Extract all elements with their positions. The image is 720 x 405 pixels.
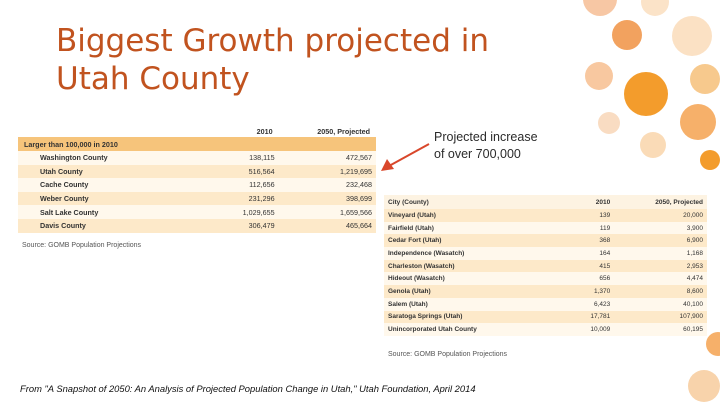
city-name: Genola (Utah) — [384, 285, 542, 298]
value-2010: 1,370 — [541, 285, 615, 298]
county-name: Cache County — [18, 178, 200, 192]
county-name: Weber County — [18, 191, 200, 206]
table-row: Salem (Utah) 6,423 40,100 — [384, 297, 707, 311]
value-2010: 112,656 — [199, 178, 279, 192]
county-name: Davis County — [18, 218, 200, 233]
callout-text: Projected increase of over 700,000 — [434, 129, 538, 163]
value-2010: 138,115 — [199, 151, 279, 165]
table-row: Cedar Fort (Utah) 368 6,900 — [384, 234, 707, 248]
city-name: Independence (Wasatch) — [384, 247, 542, 260]
callout-line-2: of over 700,000 — [434, 147, 521, 161]
value-2050: 107,900 — [614, 310, 707, 324]
value-2050: 1,659,566 — [278, 205, 376, 219]
table-row: Cache County 112,656 232,468 — [18, 178, 376, 192]
city-name: Saratoga Springs (Utah) — [384, 310, 542, 324]
value-2010: 139 — [541, 209, 615, 222]
table1-source: Source: GOMB Population Projections — [22, 242, 142, 249]
county-name: Washington County — [18, 151, 200, 165]
value-2050: 472,567 — [278, 151, 376, 165]
city-name: Vineyard (Utah) — [384, 209, 542, 222]
value-2010: 119 — [541, 221, 615, 235]
decor-circle — [640, 132, 666, 158]
decor-circle — [706, 332, 720, 356]
column-header-2050: 2050, Projected — [317, 126, 370, 136]
city-name: Unincorporated Utah County — [384, 323, 542, 336]
value-2050: 8,600 — [614, 285, 707, 298]
section-label: Larger than 100,000 in 2010 — [18, 137, 376, 151]
callout-arrow-icon — [381, 143, 430, 171]
decor-circle — [598, 112, 620, 134]
decor-circle — [688, 370, 720, 402]
table-row: Genola (Utah) 1,370 8,600 — [384, 285, 707, 298]
decor-circle — [624, 72, 668, 116]
column-header-city: City (County) — [384, 195, 542, 209]
value-2050: 232,468 — [278, 178, 376, 192]
city-name: Hideout (Wasatch) — [384, 272, 542, 286]
value-2050: 398,699 — [278, 191, 376, 206]
table-row: Fairfield (Utah) 119 3,900 — [384, 221, 707, 235]
decor-circle — [672, 16, 712, 56]
decor-circle — [585, 62, 613, 90]
callout-line-1: Projected increase — [434, 130, 538, 144]
value-2050: 3,900 — [614, 221, 707, 235]
value-2050: 4,474 — [614, 272, 707, 286]
column-header-2010: 2010 — [541, 195, 615, 209]
value-2010: 656 — [541, 272, 615, 286]
value-2010: 231,296 — [199, 191, 279, 206]
table-row: Salt Lake County 1,029,655 1,659,566 — [18, 205, 376, 219]
county-name: Salt Lake County — [18, 205, 200, 219]
value-2050: 20,000 — [614, 209, 707, 222]
decor-circle — [690, 64, 720, 94]
value-2010: 368 — [541, 234, 615, 248]
table-row: Washington County 138,115 472,567 — [18, 151, 376, 165]
city-name: Fairfield (Utah) — [384, 221, 542, 235]
value-2050: 2,953 — [614, 259, 707, 273]
value-2010: 1,029,655 — [199, 205, 279, 219]
value-2050: 6,900 — [614, 234, 707, 248]
value-2010: 306,479 — [199, 218, 279, 233]
table-row: Charleston (Wasatch) 415 2,953 — [384, 259, 707, 273]
table-row: Utah County 516,564 1,219,695 — [18, 164, 376, 179]
decor-circle — [680, 104, 716, 140]
slide-title-line-2: Utah County — [56, 61, 250, 97]
table-header-row: City (County) 2010 2050, Projected — [384, 195, 707, 209]
city-name: Charleston (Wasatch) — [384, 259, 542, 273]
value-2050: 60,195 — [614, 323, 707, 336]
value-2050: 1,219,695 — [278, 164, 376, 179]
citation-footer: From "A Snapshot of 2050: An Analysis of… — [20, 383, 476, 394]
value-2010: 17,781 — [541, 310, 615, 324]
slide-title: Biggest Growth projected in Utah County — [56, 22, 576, 98]
table-row: Independence (Wasatch) 164 1,168 — [384, 247, 707, 260]
table-row: Weber County 231,296 398,699 — [18, 191, 376, 206]
slide-title-line-1: Biggest Growth projected in — [56, 23, 489, 59]
value-2010: 10,009 — [541, 323, 615, 336]
decor-circle — [641, 0, 669, 16]
table-row: Saratoga Springs (Utah) 17,781 107,900 — [384, 310, 707, 324]
value-2050: 1,168 — [614, 247, 707, 260]
value-2010: 415 — [541, 259, 615, 273]
table-row: Davis County 306,479 465,664 — [18, 218, 376, 233]
column-header-2010: 2010 — [256, 126, 273, 136]
county-projection-table: 2010 2050, Projected Larger than 100,000… — [18, 125, 376, 233]
table-header-blank — [18, 125, 200, 137]
value-2050: 465,664 — [278, 218, 376, 233]
value-2050: 40,100 — [614, 297, 707, 311]
city-projection-table: City (County) 2010 2050, Projected Viney… — [384, 195, 707, 336]
table-row: Hideout (Wasatch) 656 4,474 — [384, 272, 707, 286]
value-2010: 164 — [541, 247, 615, 260]
table-row: Unincorporated Utah County 10,009 60,195 — [384, 323, 707, 336]
decor-circle — [700, 150, 720, 170]
city-name: Salem (Utah) — [384, 297, 542, 311]
city-name: Cedar Fort (Utah) — [384, 234, 542, 248]
county-name: Utah County — [18, 164, 200, 179]
table-section-row: Larger than 100,000 in 2010 — [18, 137, 376, 151]
table-header-row: 2010 2050, Projected — [18, 125, 376, 137]
value-2010: 516,564 — [199, 164, 279, 179]
decor-circle — [612, 20, 642, 50]
column-header-2050: 2050, Projected — [614, 195, 707, 209]
table2-source: Source: GOMB Population Projections — [388, 351, 508, 358]
decor-circle — [583, 0, 617, 16]
table-row: Vineyard (Utah) 139 20,000 — [384, 209, 707, 222]
value-2010: 6,423 — [541, 297, 615, 311]
